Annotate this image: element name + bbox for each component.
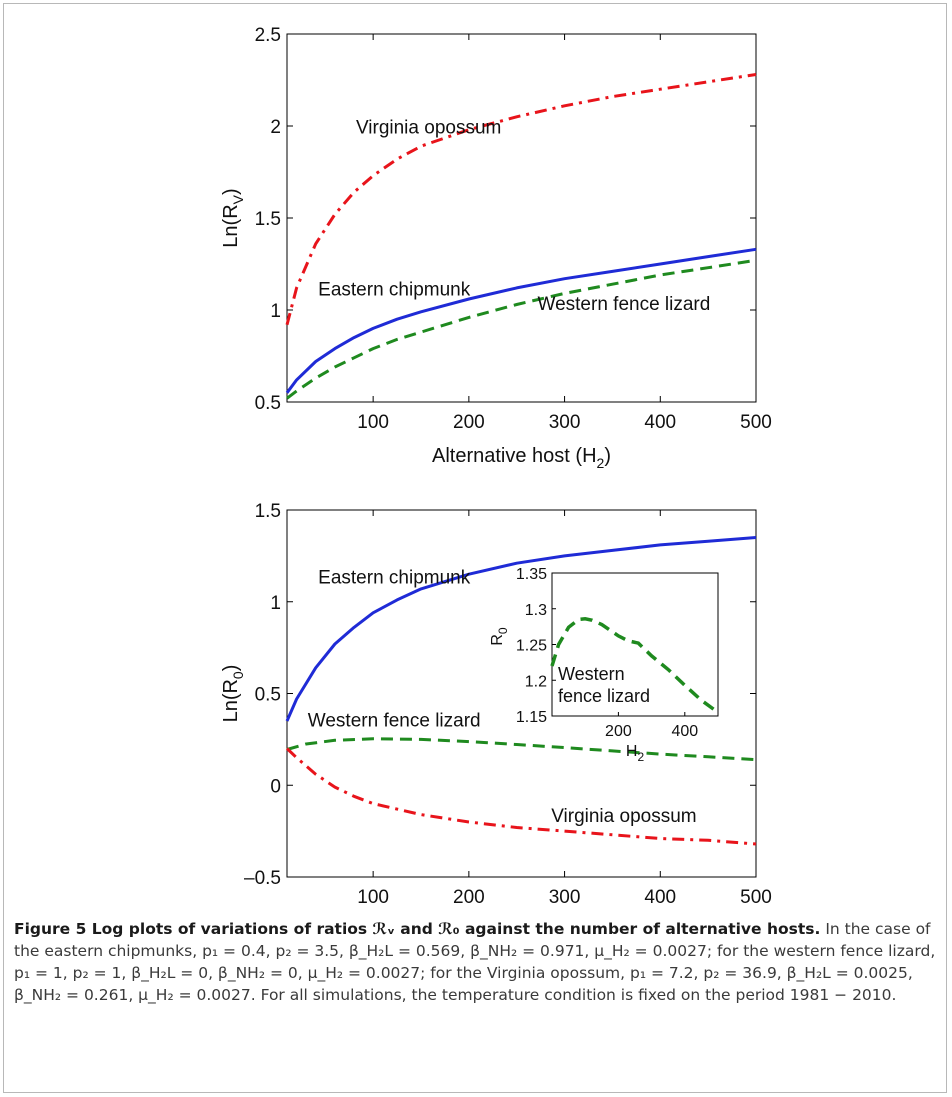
annotation-1-western-fence-lizard: Western fence lizard [308, 711, 481, 732]
inset-annotation-line-1: fence lizard [558, 686, 650, 706]
inset-x-tick-label-400: 400 [671, 723, 698, 740]
x-axis-label-0: Alternative host (H2) [432, 445, 611, 471]
y-tick-label-0-0.5: 0.5 [255, 393, 281, 414]
x-tick-label-1-400: 400 [644, 887, 676, 908]
x-tick-label-0-100: 100 [357, 412, 389, 433]
figure-canvas: 100 200 300 400 500 0.5 1 1.5 2 2.5 Alternative ho… [220, 25, 772, 908]
y-tick-label-1-0: 0 [270, 776, 281, 797]
x-tick-label-0-300: 300 [549, 412, 581, 433]
y-tick-label-0-1: 1 [270, 301, 281, 322]
x-tick-label-1-200: 200 [453, 887, 485, 908]
series-line-0-western-fence-lizard [286, 258, 757, 400]
y-tick-label-0-1.5: 1.5 [255, 209, 281, 230]
x-tick-label-0-200: 200 [453, 412, 485, 433]
inset-y-tick-label-1.2: 1.2 [525, 673, 547, 690]
caption-title: Figure 5 Log plots of variations of rati… [14, 920, 821, 938]
inset-y-tick-label-1.25: 1.25 [516, 638, 547, 655]
y-tick-label-0-2: 2 [270, 117, 281, 138]
inset-y-tick-label-1.35: 1.35 [516, 566, 547, 583]
inset-y-tick-label-1.3: 1.3 [525, 602, 547, 619]
series-line-1-eastern-chipmunk [285, 536, 757, 722]
y-tick-label-1-1.5: 1.5 [255, 501, 281, 522]
annotation-0-virginia-opossum: Virginia opossum [356, 117, 501, 138]
y-axis-label-0: Ln(RV) [220, 188, 246, 247]
inset-x-axis-label: H2 [626, 743, 645, 764]
series-line-0-eastern-chipmunk [285, 247, 757, 394]
series-line-0-virginia-opossum [285, 73, 757, 326]
plot-area-0 [286, 33, 757, 403]
y-tick-label-1-1: 1 [270, 593, 281, 614]
inset-series-line-western-fence-lizard [550, 617, 720, 714]
series-line-1-virginia-opossum [285, 747, 757, 846]
figure-caption: Figure 5 Log plots of variations of rati… [14, 918, 942, 1006]
y-tick-label-0-2.5: 2.5 [255, 25, 281, 46]
annotation-0-western-fence-lizard: Western fence lizard [537, 294, 710, 315]
caption-body: In the case of the eastern chipmunks, p₁… [14, 920, 936, 1004]
x-tick-label-0-400: 400 [644, 412, 676, 433]
annotation-0-eastern-chipmunk: Eastern chipmunk [318, 279, 471, 300]
y-tick-label-1--0.5: –0.5 [244, 868, 281, 889]
chart-panel-0: 100 200 300 400 500 0.5 1 1.5 2 2.5 Alternative ho… [220, 25, 772, 471]
inset-x-tick-label-200: 200 [605, 723, 632, 740]
inset-annotation-line-0: Western [558, 664, 625, 684]
x-tick-label-1-500: 500 [740, 887, 772, 908]
inset-y-tick-label-1.15: 1.15 [516, 709, 547, 726]
inset-y-axis-label: R0 [489, 627, 510, 646]
series-line-1-western-fence-lizard [286, 737, 757, 762]
y-axis-label-1: Ln(R0) [220, 665, 246, 723]
figure-frame [3, 3, 947, 1093]
annotation-1-eastern-chipmunk: Eastern chipmunk [318, 567, 471, 588]
y-tick-label-1-0.5: 0.5 [255, 685, 281, 706]
x-tick-label-0-500: 500 [740, 412, 772, 433]
inset-chart-1: 200 400 1.15 1.2 1.25 1.3 1.35 H2 R0 Westernfence… [489, 566, 720, 764]
annotation-1-virginia-opossum: Virginia opossum [551, 806, 696, 827]
x-tick-label-1-300: 300 [549, 887, 581, 908]
x-tick-label-1-100: 100 [357, 887, 389, 908]
